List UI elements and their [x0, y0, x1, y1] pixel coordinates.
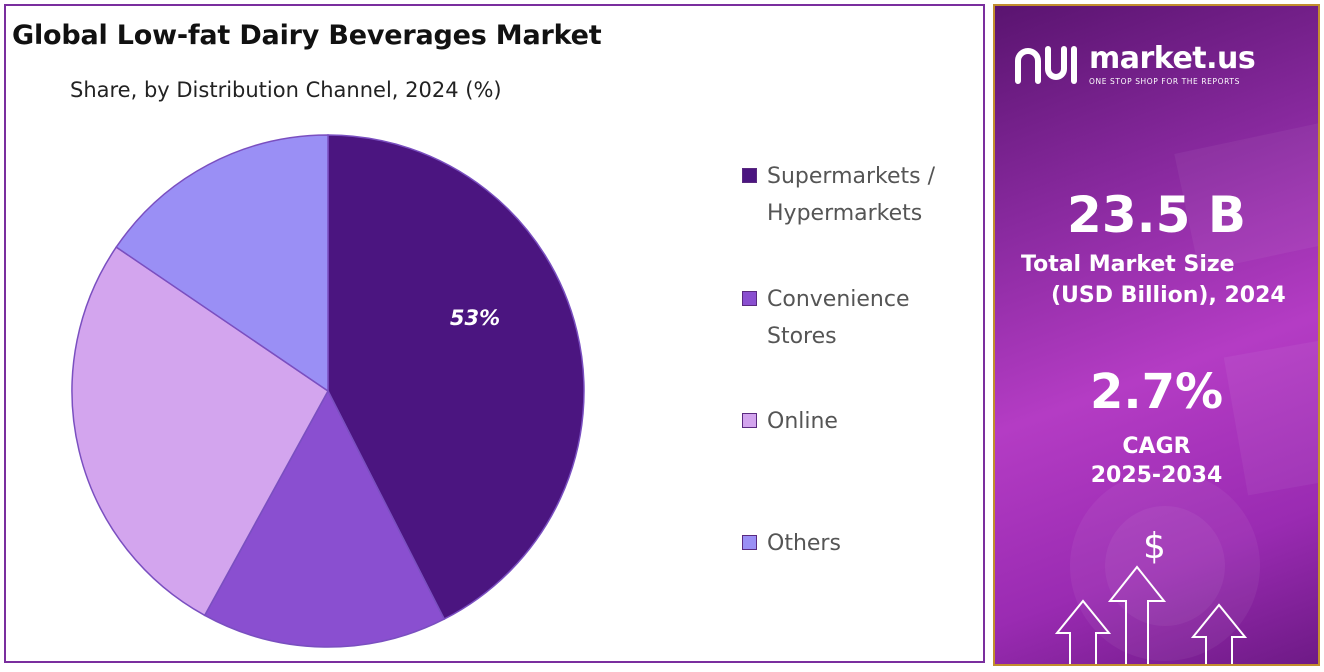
pie-slice-others — [115, 134, 329, 393]
market-size-label-unit: (USD Billion), 2024 — [1051, 283, 1286, 308]
legend-item-convenience-stores: Convenience Stores — [742, 281, 909, 355]
legend-label: Others — [767, 531, 841, 556]
brand-name: market.us — [1089, 41, 1256, 76]
legend-swatch — [742, 168, 757, 183]
legend-swatch — [742, 413, 757, 428]
cagr-value: 2.7% — [1089, 364, 1224, 420]
pie-label-supermarkets-hypermarkets: 53% — [450, 306, 500, 330]
legend-item-supermarkets-hypermarkets: Supermarkets / Hypermarkets — [742, 158, 935, 232]
brand-logo: market.us ONE STOP SHOP FOR THE REPORTS — [1015, 41, 1256, 86]
pie-chart: 53% — [71, 134, 585, 648]
market-size-label: Total Market Size — [1021, 252, 1235, 277]
growth-arrows-icon — [1054, 565, 1248, 664]
market-us-logo-icon — [1015, 46, 1077, 84]
legend-label: Supermarkets / Hypermarkets — [767, 164, 936, 226]
legend-swatch — [742, 535, 757, 550]
pie-slice-supermarkets-hypermarkets — [327, 134, 585, 621]
legend-item-others: Others — [742, 525, 841, 562]
pie-slice-online — [71, 246, 329, 617]
chart-subtitle: Share, by Distribution Channel, 2024 (%) — [70, 78, 502, 102]
legend-swatch — [742, 291, 757, 306]
legend-label: Online — [767, 409, 838, 434]
chart-title: Global Low-fat Dairy Beverages Market — [12, 20, 602, 51]
cagr-label: CAGR — [1122, 434, 1191, 459]
legend-label: Convenience Stores — [767, 287, 910, 349]
legend-item-online: Online — [742, 403, 838, 440]
market-size-value: 23.5 B — [1067, 186, 1246, 244]
brand-tagline: ONE STOP SHOP FOR THE REPORTS — [1089, 77, 1240, 86]
summary-panel: market.us ONE STOP SHOP FOR THE REPORTS … — [993, 4, 1320, 666]
pie-slice-convenience-stores — [203, 389, 446, 648]
dollar-symbol: $ — [1143, 526, 1166, 567]
chart-panel: Global Low-fat Dairy Beverages Market Sh… — [4, 4, 985, 663]
cagr-period: 2025-2034 — [1090, 463, 1223, 488]
